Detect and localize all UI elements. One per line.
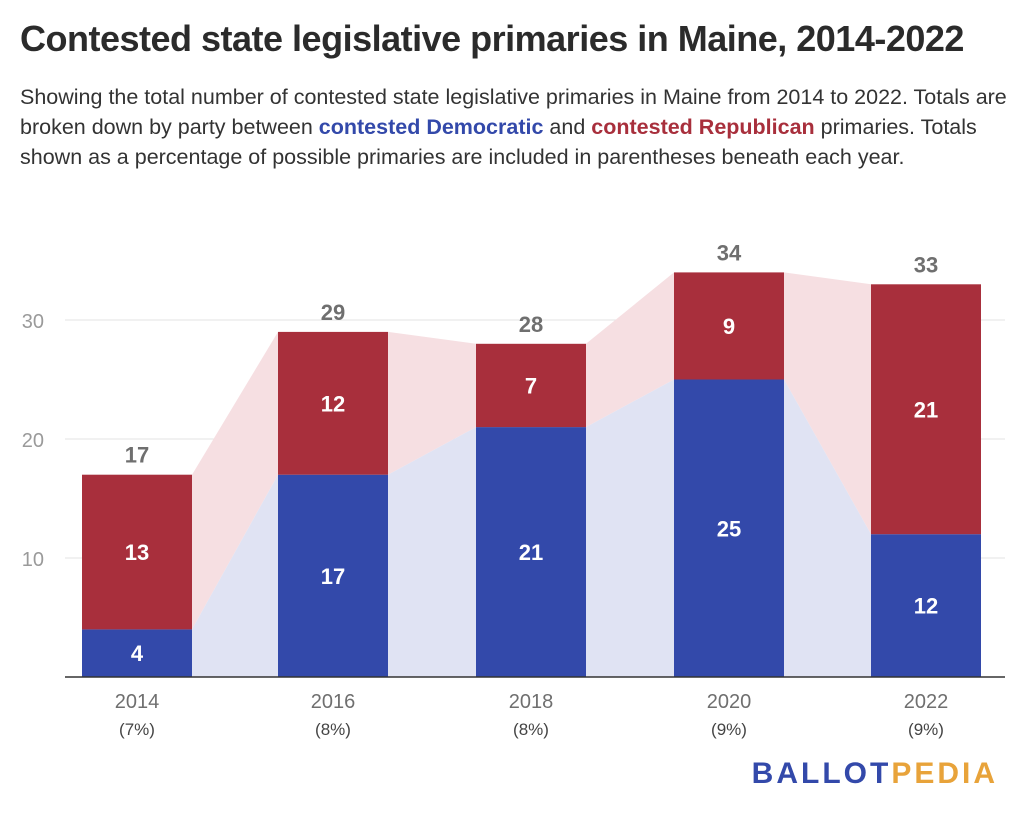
data-label-republican: 7 (525, 373, 537, 398)
chart-title: Contested state legislative primaries in… (20, 18, 964, 59)
subtitle-democratic-label: contested Democratic (318, 115, 544, 139)
data-label-republican: 9 (723, 314, 735, 339)
republican-area-band (586, 272, 674, 428)
x-tick-label: 2014 (115, 691, 160, 713)
democratic-area-band (388, 427, 476, 677)
total-label: 34 (717, 240, 742, 265)
data-label-republican: 13 (125, 540, 149, 565)
x-tick-sublabel: (9%) (908, 720, 944, 739)
bar-democratic (674, 379, 784, 677)
x-tick-label: 2020 (707, 691, 752, 713)
bar-democratic (278, 474, 388, 677)
republican-area-band (388, 331, 476, 475)
y-tick-label: 30 (22, 311, 44, 333)
total-label: 28 (519, 312, 543, 337)
bar-democratic (871, 534, 981, 677)
bar-republican (278, 331, 388, 475)
data-label-democratic: 12 (914, 594, 938, 619)
total-label: 17 (125, 443, 149, 468)
bar-republican (871, 284, 981, 535)
data-label-democratic: 17 (321, 564, 345, 589)
x-tick-sublabel: (7%) (119, 720, 155, 739)
y-tick-label: 10 (22, 549, 44, 571)
democratic-area-band (192, 474, 278, 677)
bar-democratic (476, 427, 586, 677)
bar-republican (476, 343, 586, 428)
data-label-democratic: 25 (717, 516, 741, 541)
subtitle-text-1: Showing the total number of contested st… (20, 85, 1007, 139)
bar-democratic (82, 629, 192, 677)
logo-text-2: PEDIA (891, 757, 998, 790)
bar-republican (674, 272, 784, 380)
subtitle-text-2: and (543, 115, 592, 139)
bar-republican (82, 474, 192, 630)
chart-subtitle: Showing the total number of contested st… (20, 82, 1010, 172)
subtitle-republican-label: contested Republican (591, 115, 815, 139)
democratic-area-band (784, 379, 871, 677)
x-tick-sublabel: (8%) (315, 720, 351, 739)
democratic-area-band (586, 379, 674, 677)
total-label: 33 (914, 252, 938, 277)
x-tick-label: 2016 (311, 691, 356, 713)
data-label-republican: 21 (914, 397, 938, 422)
x-tick-label: 2018 (509, 691, 554, 713)
y-tick-label: 20 (22, 430, 44, 452)
republican-area-band (784, 272, 871, 535)
x-tick-sublabel: (8%) (513, 720, 549, 739)
x-tick-label: 2022 (904, 691, 949, 713)
ballotpedia-logo: BALLOTPEDIA (752, 757, 998, 791)
data-label-democratic: 4 (131, 641, 144, 666)
republican-area-band (192, 331, 278, 630)
x-tick-sublabel: (9%) (711, 720, 747, 739)
data-label-republican: 12 (321, 391, 345, 416)
logo-text-1: BALLOT (751, 757, 892, 790)
subtitle-text-3: primaries. Totals shown as a percentage … (20, 115, 977, 169)
total-label: 29 (321, 300, 345, 325)
data-label-democratic: 21 (519, 540, 543, 565)
